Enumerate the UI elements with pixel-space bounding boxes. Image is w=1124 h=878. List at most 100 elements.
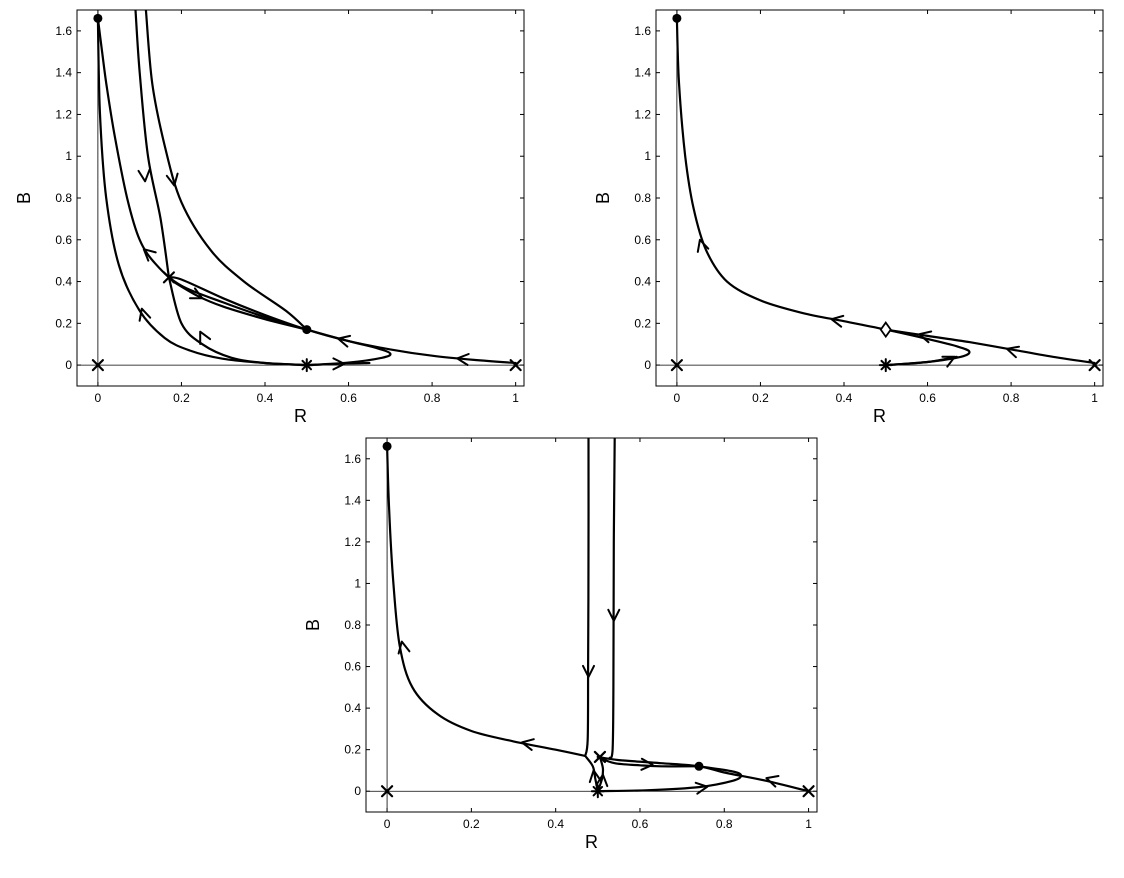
direction-arrow — [332, 357, 346, 371]
y-tick-label: 1.6 — [55, 24, 72, 38]
trajectory-curve-6 — [167, 276, 308, 367]
direction-arrow — [137, 168, 151, 183]
y-axis-label: B — [14, 192, 34, 204]
equilibrium-x-marker — [670, 359, 683, 372]
x-tick-label: 0.2 — [752, 391, 769, 405]
direction-arrow — [588, 769, 602, 784]
trajectory-curve-1 — [167, 276, 517, 365]
trajectory-curve-7 — [305, 361, 371, 367]
plot-frame — [76, 9, 525, 387]
x-tick-label: 0.6 — [340, 391, 357, 405]
direction-arrow — [595, 773, 609, 788]
y-tick-label: 0 — [65, 358, 72, 372]
y-tick-label: 0.6 — [55, 233, 72, 247]
y-axis-label: B — [303, 619, 323, 631]
x-tick-label: 0.8 — [716, 817, 733, 831]
trajectory-curve-0 — [386, 445, 587, 757]
direction-arrow — [696, 238, 710, 253]
direction-arrow — [165, 172, 179, 187]
direction-arrow — [694, 781, 709, 795]
equilibrium-x-marker — [91, 359, 104, 372]
x-tick-label: 0.6 — [632, 817, 649, 831]
y-tick-label: 0.4 — [344, 701, 361, 715]
x-tick-label: 0.8 — [424, 391, 441, 405]
x-tick-label: 0.2 — [463, 817, 480, 831]
trajectories — [96, 10, 517, 371]
x-axis-label: R — [294, 406, 307, 426]
equilibrium-star-marker — [590, 784, 605, 799]
y-tick-label: 1 — [354, 576, 361, 590]
y-tick-label: 0.4 — [55, 275, 72, 289]
y-tick-label: 1.4 — [55, 66, 72, 80]
trajectories — [386, 438, 810, 795]
trajectory-curve-0 — [96, 17, 392, 367]
y-tick-label: 0.8 — [344, 618, 361, 632]
x-tick-label: 1 — [512, 391, 519, 405]
equilibrium-dot-marker — [694, 761, 704, 771]
direction-arrow — [199, 330, 212, 345]
chart-panel-top-left: 0 0.2 0.4 0.6 0.8 1 0 0.2 0.4 0.6 0.8 1 1.2 1.4 1.6 R B — [14, 9, 525, 426]
x-axis-label: R — [585, 832, 598, 852]
y-tick-label: 1 — [644, 149, 651, 163]
equilibrium-x-marker — [380, 785, 394, 798]
y-tick-label: 1.2 — [634, 107, 651, 121]
y-tick-label: 1.4 — [634, 66, 651, 80]
plot-frame — [655, 9, 1104, 387]
x-tick-label: 0.2 — [173, 391, 190, 405]
y-tick-label: 1.4 — [344, 493, 361, 507]
y-tick-label: 1.2 — [344, 535, 361, 549]
direction-arrow — [607, 608, 621, 622]
equilibrium-x-marker — [593, 750, 607, 764]
equilibrium-x-marker — [162, 271, 176, 284]
trajectory-curve-1 — [584, 438, 590, 757]
x-tick-label: 0.4 — [547, 817, 564, 831]
direction-arrow — [830, 314, 845, 328]
trajectory-curve-6 — [596, 755, 605, 793]
y-tick-label: 1.6 — [634, 24, 651, 38]
direction-arrow — [640, 757, 654, 771]
chart-panel-bottom: 0 0.2 0.4 0.6 0.8 1 0 0.2 0.4 0.6 0.8 1 1.2 1.4 1.6 R B — [303, 437, 818, 852]
x-tick-label: 0.4 — [836, 391, 853, 405]
equilibrium-star-marker — [299, 358, 314, 373]
equilibrium-x-marker — [1088, 359, 1101, 372]
direction-arrow — [918, 330, 933, 344]
trajectory-curve-4 — [596, 765, 743, 793]
direction-arrow — [582, 664, 595, 678]
direction-arrow — [337, 334, 352, 348]
y-tick-label: 1.2 — [55, 107, 72, 121]
chart-panel-top-right: 0 0.2 0.4 0.6 0.8 1 0 0.2 0.4 0.6 0.8 1 1.2 1.4 1.6 R B — [593, 9, 1104, 426]
equilibrium-star-marker — [878, 358, 893, 373]
x-tick-label: 1 — [1091, 391, 1098, 405]
equilibrium-x-marker — [802, 785, 815, 798]
trajectory-curve-5 — [596, 755, 701, 768]
equilibrium-dot-marker — [672, 13, 682, 23]
direction-arrow — [765, 775, 780, 788]
y-tick-label: 1 — [65, 149, 72, 163]
trajectory-curve-2 — [608, 438, 616, 760]
y-tick-label: 0 — [354, 784, 361, 798]
x-tick-label: 1 — [805, 817, 812, 831]
y-tick-label: 0.8 — [55, 191, 72, 205]
y-tick-label: 0.2 — [634, 316, 651, 330]
equilibrium-dot-marker — [382, 441, 392, 451]
equilibrium-dot-marker — [93, 13, 103, 23]
plot-frame — [365, 437, 818, 813]
x-axis-label: R — [873, 406, 886, 426]
trajectory-curve-4 — [144, 10, 308, 331]
trajectory-curve-2 — [172, 280, 308, 331]
y-axis-label: B — [593, 192, 613, 204]
direction-arrow — [189, 287, 204, 300]
direction-arrow — [397, 640, 411, 655]
y-tick-label: 1.6 — [344, 452, 361, 466]
direction-arrow — [1005, 345, 1020, 359]
direction-arrow — [941, 355, 956, 368]
trajectory-curve-2 — [884, 355, 958, 367]
trajectory-curve-0 — [675, 17, 971, 367]
direction-arrow — [521, 738, 535, 751]
equilibrium-dot-marker — [302, 325, 312, 335]
y-tick-label: 0.6 — [634, 233, 651, 247]
x-tick-label: 0 — [674, 391, 681, 405]
y-tick-label: 0.6 — [344, 660, 361, 674]
trajectory-curve-1 — [884, 328, 1096, 365]
